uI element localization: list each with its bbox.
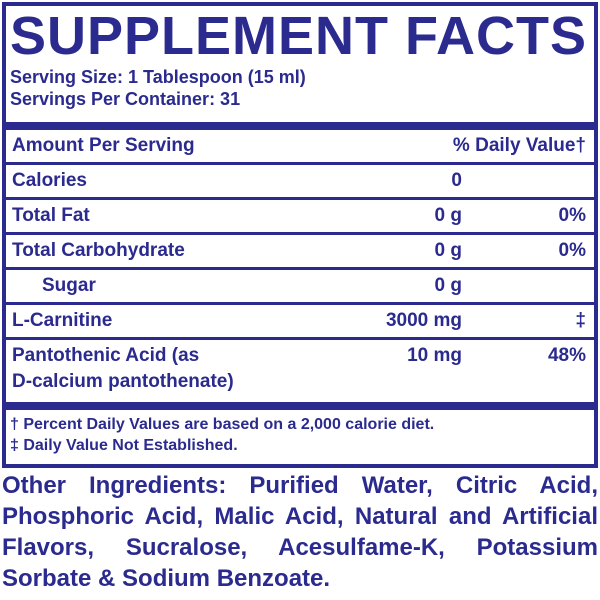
servings-per-container: Servings Per Container: 31	[10, 89, 241, 109]
nutrient-dv: 0%	[558, 240, 586, 261]
nutrient-amount: 0 g	[434, 275, 462, 296]
nutrient-amount: 10 mg	[407, 345, 462, 366]
serving-size: Serving Size: 1 Tablespoon (15 ml)	[10, 67, 306, 87]
divider	[6, 162, 594, 165]
footnote-not-established: ‡ Daily Value Not Established.	[10, 437, 238, 454]
divider	[6, 337, 594, 340]
table-header: Amount Per Serving % Daily Value†	[12, 135, 586, 165]
table-row: Total Fat 0 g 0%	[12, 205, 586, 235]
nutrient-amount: 0 g	[434, 205, 462, 226]
nutrient-name: Calories	[12, 170, 87, 191]
nutrient-dv: ‡	[575, 310, 586, 331]
nutrient-name: L-Carnitine	[12, 310, 113, 331]
nutrient-name-continued: D-calcium pantothenate)	[12, 371, 234, 392]
daily-value-header: % Daily Value†	[452, 135, 586, 156]
nutrient-dv: 0%	[558, 205, 586, 226]
nutrient-amount: 0	[451, 170, 462, 191]
panel-title: SUPPLEMENT FACTS	[10, 6, 588, 66]
nutrient-name: Total Carbohydrate	[12, 240, 185, 261]
table-row: Total Carbohydrate 0 g 0%	[12, 240, 586, 270]
table-row: Calories 0	[12, 170, 586, 200]
nutrient-name: Sugar	[42, 275, 96, 296]
footnote-daily-values: † Percent Daily Values are based on a 2,…	[10, 416, 435, 433]
table-row: L-Carnitine 3000 mg ‡	[12, 310, 586, 340]
divider	[6, 232, 594, 235]
nutrient-amount: 3000 mg	[385, 310, 462, 331]
divider-thick	[6, 122, 594, 130]
other-ingredients-label: Other Ingredients:	[2, 472, 227, 499]
nutrient-amount: 0 g	[434, 240, 462, 261]
divider	[6, 302, 594, 305]
divider	[6, 267, 594, 270]
nutrient-name: Pantothenic Acid (as	[12, 345, 200, 366]
supplement-facts-panel	[2, 2, 598, 468]
divider-thick	[6, 402, 594, 410]
nutrient-dv: 48%	[547, 345, 586, 366]
other-ingredients-text: Purified Water, Citric Acid, Phosphoric …	[2, 472, 598, 592]
table-row: Pantothenic Acid (as D-calcium pantothen…	[12, 345, 586, 401]
nutrient-name: Total Fat	[12, 205, 90, 226]
other-ingredients: Other Ingredients: Purified Water, Citri…	[2, 470, 598, 594]
amount-per-serving-header: Amount Per Serving	[12, 135, 195, 156]
divider	[6, 197, 594, 200]
table-row: Sugar 0 g	[12, 275, 586, 305]
